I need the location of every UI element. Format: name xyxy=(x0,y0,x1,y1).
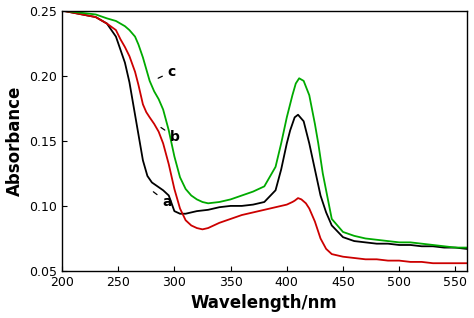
X-axis label: Wavelength/nm: Wavelength/nm xyxy=(191,294,337,313)
Y-axis label: Absorbance: Absorbance xyxy=(6,86,24,196)
Text: a: a xyxy=(152,191,172,209)
Text: b: b xyxy=(160,127,180,144)
Text: c: c xyxy=(158,65,176,79)
